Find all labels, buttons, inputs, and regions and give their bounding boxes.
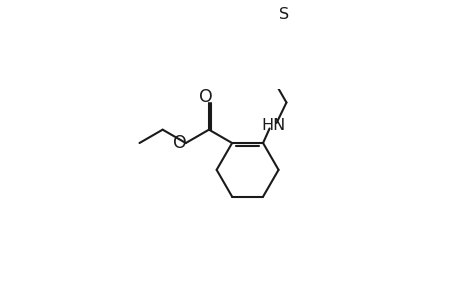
Text: O: O: [173, 134, 187, 152]
Text: HN: HN: [260, 118, 285, 133]
Text: O: O: [198, 88, 212, 106]
Text: S: S: [278, 7, 288, 22]
